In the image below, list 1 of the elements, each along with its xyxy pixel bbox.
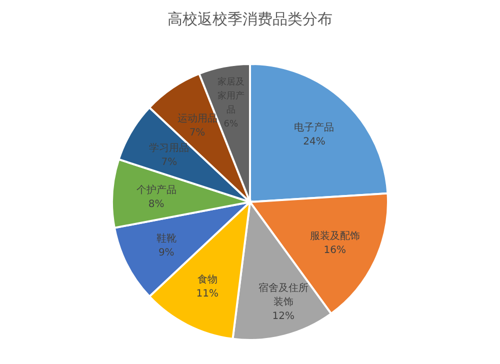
- chart-title: 高校返校季消费品类分布: [168, 10, 332, 28]
